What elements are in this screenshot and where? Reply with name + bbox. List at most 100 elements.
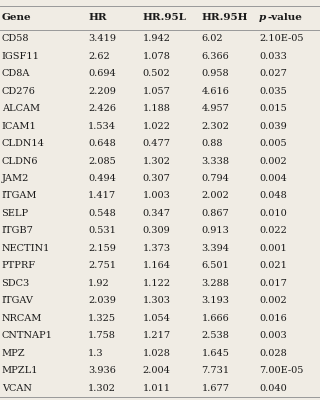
Text: 0.347: 0.347 [142,209,171,218]
Text: 0.694: 0.694 [88,69,116,78]
Text: HR: HR [88,14,107,22]
Text: -value: -value [267,14,302,22]
Text: 2.302: 2.302 [202,122,230,130]
Text: 1.942: 1.942 [142,34,171,43]
Text: MPZ: MPZ [2,349,25,358]
Text: 0.004: 0.004 [259,174,287,183]
Text: 1.92: 1.92 [88,279,110,288]
Text: 6.366: 6.366 [202,52,229,61]
Text: 1.417: 1.417 [88,192,116,200]
Text: 0.010: 0.010 [259,209,287,218]
Text: 2.159: 2.159 [88,244,116,253]
Text: CD58: CD58 [2,34,29,43]
Text: 0.016: 0.016 [259,314,287,323]
Text: 1.373: 1.373 [142,244,171,253]
Text: CNTNAP1: CNTNAP1 [2,331,52,340]
Text: 2.002: 2.002 [202,192,229,200]
Text: 2.751: 2.751 [88,261,116,270]
Text: 7.731: 7.731 [202,366,230,375]
Text: ITGAV: ITGAV [2,296,34,305]
Text: 1.003: 1.003 [142,192,170,200]
Text: 0.867: 0.867 [202,209,229,218]
Text: SELP: SELP [2,209,29,218]
Text: 1.677: 1.677 [202,384,230,392]
Text: 1.645: 1.645 [202,349,229,358]
Text: 1.303: 1.303 [142,296,171,305]
Text: 0.035: 0.035 [259,87,287,96]
Text: ITGB7: ITGB7 [2,226,34,235]
Text: 6.501: 6.501 [202,261,229,270]
Text: 2.10E-05: 2.10E-05 [259,34,304,43]
Text: 1.534: 1.534 [88,122,116,130]
Text: 0.027: 0.027 [259,69,287,78]
Text: 1.078: 1.078 [142,52,170,61]
Text: 1.164: 1.164 [142,261,171,270]
Text: 1.666: 1.666 [202,314,229,323]
Text: 0.502: 0.502 [142,69,170,78]
Text: 1.054: 1.054 [142,314,170,323]
Text: 0.88: 0.88 [202,139,223,148]
Text: SDC3: SDC3 [2,279,30,288]
Text: 0.648: 0.648 [88,139,116,148]
Text: 0.309: 0.309 [142,226,170,235]
Text: 0.003: 0.003 [259,331,287,340]
Text: 2.209: 2.209 [88,87,116,96]
Text: 4.616: 4.616 [202,87,229,96]
Text: 1.217: 1.217 [142,331,171,340]
Text: 0.001: 0.001 [259,244,287,253]
Text: 2.039: 2.039 [88,296,116,305]
Text: 2.426: 2.426 [88,104,116,113]
Text: 0.548: 0.548 [88,209,116,218]
Text: 1.302: 1.302 [88,384,116,392]
Text: 0.005: 0.005 [259,139,287,148]
Text: 3.288: 3.288 [202,279,229,288]
Text: MPZL1: MPZL1 [2,366,38,375]
Text: 0.040: 0.040 [259,384,287,392]
Text: 1.758: 1.758 [88,331,116,340]
Text: 0.913: 0.913 [202,226,229,235]
Text: 6.02: 6.02 [202,34,223,43]
Text: PTPRF: PTPRF [2,261,36,270]
Text: 0.002: 0.002 [259,296,287,305]
Text: 0.531: 0.531 [88,226,116,235]
Text: 7.00E-05: 7.00E-05 [259,366,304,375]
Text: 4.957: 4.957 [202,104,229,113]
Text: 0.794: 0.794 [202,174,229,183]
Text: CD8A: CD8A [2,69,30,78]
Text: 0.039: 0.039 [259,122,287,130]
Text: 0.015: 0.015 [259,104,287,113]
Text: 1.028: 1.028 [142,349,170,358]
Text: ALCAM: ALCAM [2,104,40,113]
Text: CD276: CD276 [2,87,36,96]
Text: 1.3: 1.3 [88,349,104,358]
Text: 1.122: 1.122 [142,279,171,288]
Text: 1.302: 1.302 [142,156,171,166]
Text: ITGAM: ITGAM [2,192,37,200]
Text: 2.538: 2.538 [202,331,229,340]
Text: 3.419: 3.419 [88,34,116,43]
Text: 1.325: 1.325 [88,314,116,323]
Text: 2.62: 2.62 [88,52,110,61]
Text: 1.057: 1.057 [142,87,170,96]
Text: IGSF11: IGSF11 [2,52,39,61]
Text: 0.033: 0.033 [259,52,287,61]
Text: 0.494: 0.494 [88,174,116,183]
Text: NECTIN1: NECTIN1 [2,244,50,253]
Text: 0.028: 0.028 [259,349,287,358]
Text: CLDN6: CLDN6 [2,156,38,166]
Text: 0.958: 0.958 [202,69,229,78]
Text: 3.338: 3.338 [202,156,230,166]
Text: 0.017: 0.017 [259,279,287,288]
Text: 0.021: 0.021 [259,261,287,270]
Text: Gene: Gene [2,14,31,22]
Text: 0.002: 0.002 [259,156,287,166]
Text: VCAN: VCAN [2,384,31,392]
Text: HR.95L: HR.95L [142,14,186,22]
Text: CLDN14: CLDN14 [2,139,44,148]
Text: 0.477: 0.477 [142,139,171,148]
Text: 1.022: 1.022 [142,122,171,130]
Text: 2.085: 2.085 [88,156,116,166]
Text: NRCAM: NRCAM [2,314,42,323]
Text: 0.048: 0.048 [259,192,287,200]
Text: 2.004: 2.004 [142,366,170,375]
